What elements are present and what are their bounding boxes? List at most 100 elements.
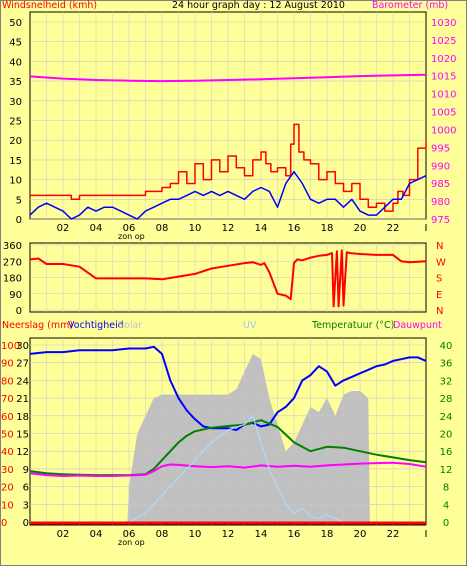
hour-tick-label: 18 bbox=[321, 223, 334, 234]
humidity-axis-title: Vochtigheid bbox=[68, 320, 124, 331]
hour-tick-label-bottom: 08 bbox=[156, 529, 169, 540]
temperature-tick-label: 24 bbox=[440, 412, 453, 423]
wind-tick-label: 15 bbox=[9, 156, 22, 167]
temperature-tick-label: 32 bbox=[440, 376, 453, 387]
humidity-tick-label: 60 bbox=[1, 412, 14, 423]
direction-tick-label: 0 bbox=[16, 306, 22, 317]
series-humidity bbox=[29, 345, 427, 431]
hour-tick-label: 08 bbox=[156, 223, 169, 234]
wind-tick-label: 25 bbox=[9, 117, 22, 128]
axis-tick-labels: 0510152025303540455097598098599099510001… bbox=[1, 18, 456, 540]
series-barometer bbox=[29, 73, 427, 83]
hour-tick-label-bottom: 20 bbox=[354, 529, 367, 540]
hour-tick-label-bottom: 16 bbox=[288, 529, 301, 540]
temperature-tick-label: 36 bbox=[440, 359, 453, 370]
wind-tick-label: 5 bbox=[16, 195, 22, 206]
temperature-tick-label: 0 bbox=[443, 518, 449, 529]
direction-tick-label: 90 bbox=[9, 290, 22, 301]
direction-tick-label: 360 bbox=[3, 241, 22, 252]
humidity-tick-label: 10 bbox=[1, 500, 14, 511]
hour-tick-label-bottom: 18 bbox=[321, 529, 334, 540]
humidity-tick-label: 80 bbox=[1, 376, 14, 387]
compass-tick-label: W bbox=[436, 257, 446, 268]
chart-title: 24 hour graph day : 12 August 2010 bbox=[172, 0, 345, 11]
sunrise-label-bottom: zon op bbox=[118, 538, 145, 547]
humidity-tick-label: 50 bbox=[1, 430, 14, 441]
wind-tick-label: 40 bbox=[9, 57, 22, 68]
humidity-tick-label: 100 bbox=[1, 341, 20, 352]
dewpoint-axis-title: Dauwpunt bbox=[393, 320, 442, 331]
humidity-tick-label: 40 bbox=[1, 447, 14, 458]
compass-tick-label: N bbox=[436, 306, 443, 317]
humidity-tick-label: 20 bbox=[1, 483, 14, 494]
hour-tick-label: 22 bbox=[387, 223, 400, 234]
barometer-tick-label: 1020 bbox=[431, 54, 456, 65]
barometer-tick-label: 995 bbox=[431, 143, 450, 154]
wind-tick-label: 45 bbox=[9, 38, 22, 49]
wind-panel-series bbox=[29, 73, 427, 220]
rain-axis-title: Neerslag (mm) bbox=[2, 320, 74, 331]
barometer-tick-label: 1030 bbox=[431, 18, 456, 29]
hour-tick-label-bottom: 14 bbox=[255, 529, 268, 540]
direction-tick-label: 180 bbox=[3, 274, 22, 285]
barometer-axis-title: Barometer (mb) bbox=[372, 0, 449, 11]
barometer-tick-label: 1005 bbox=[431, 108, 456, 119]
direction-panel-series bbox=[29, 249, 427, 308]
hour-tick-label: 20 bbox=[354, 223, 367, 234]
hour-tick-label: 16 bbox=[288, 223, 301, 234]
hour-tick-label: I bbox=[425, 223, 428, 234]
wind-tick-label: 10 bbox=[9, 176, 22, 187]
series-uv bbox=[128, 415, 344, 523]
direction-tick-label: 270 bbox=[3, 257, 22, 268]
hour-tick-label: 10 bbox=[189, 223, 202, 234]
series-average bbox=[29, 170, 427, 220]
barometer-tick-label: 975 bbox=[431, 215, 450, 226]
temperature-tick-label: 40 bbox=[440, 341, 453, 352]
compass-tick-label: N bbox=[436, 241, 443, 252]
rain-tick-label: 30 bbox=[16, 341, 29, 352]
barometer-tick-label: 1015 bbox=[431, 72, 456, 83]
rain-tick-label: 15 bbox=[16, 430, 29, 441]
barometer-tick-label: 980 bbox=[431, 197, 450, 208]
rain-tick-label: 3 bbox=[23, 500, 29, 511]
wind-tick-label: 35 bbox=[9, 77, 22, 88]
series-dewpoint bbox=[29, 461, 427, 477]
hour-tick-label: 12 bbox=[222, 223, 235, 234]
hour-tick-label: 04 bbox=[90, 223, 103, 234]
wind-tick-label: 50 bbox=[9, 18, 22, 29]
rain-tick-label: 18 bbox=[16, 412, 29, 423]
wind-tick-label: 20 bbox=[9, 136, 22, 147]
sunrise-label-top: zon op bbox=[118, 232, 145, 241]
uv-legend-label: UV bbox=[243, 320, 257, 331]
humidity-tick-label: 0 bbox=[1, 518, 7, 529]
series-direction bbox=[29, 249, 427, 308]
hour-tick-label: 06 bbox=[123, 223, 136, 234]
hour-tick-label-bottom: 02 bbox=[57, 529, 70, 540]
rain-temp-panel-series bbox=[29, 345, 427, 525]
compass-tick-label: S bbox=[436, 274, 442, 285]
wind-tick-label: 30 bbox=[9, 97, 22, 108]
barometer-tick-label: 1000 bbox=[431, 125, 456, 136]
hour-tick-label: 02 bbox=[57, 223, 70, 234]
temperature-tick-label: 12 bbox=[440, 465, 453, 476]
rain-tick-label: 9 bbox=[23, 465, 29, 476]
hour-tick-label-bottom: 12 bbox=[222, 529, 235, 540]
hour-tick-label-bottom: 06 bbox=[123, 529, 136, 540]
hour-tick-label-bottom: 10 bbox=[189, 529, 202, 540]
temperature-tick-label: 28 bbox=[440, 394, 453, 405]
rain-tick-label: 12 bbox=[16, 447, 29, 458]
hour-tick-label: 14 bbox=[255, 223, 268, 234]
temperature-axis-title: Temperatuur (°C) bbox=[312, 320, 395, 331]
wind-tick-label: 0 bbox=[16, 215, 22, 226]
hour-tick-label-bottom: 22 bbox=[387, 529, 400, 540]
temperature-tick-label: 20 bbox=[440, 430, 453, 441]
temperature-tick-label: 8 bbox=[443, 483, 449, 494]
rain-tick-label: 21 bbox=[16, 394, 29, 405]
humidity-tick-label: 90 bbox=[1, 359, 14, 370]
temperature-tick-label: 16 bbox=[440, 447, 453, 458]
rain-tick-label: 24 bbox=[16, 376, 29, 387]
compass-tick-label: E bbox=[436, 290, 442, 301]
humidity-tick-label: 70 bbox=[1, 394, 14, 405]
hour-tick-label-bottom: 04 bbox=[90, 529, 103, 540]
